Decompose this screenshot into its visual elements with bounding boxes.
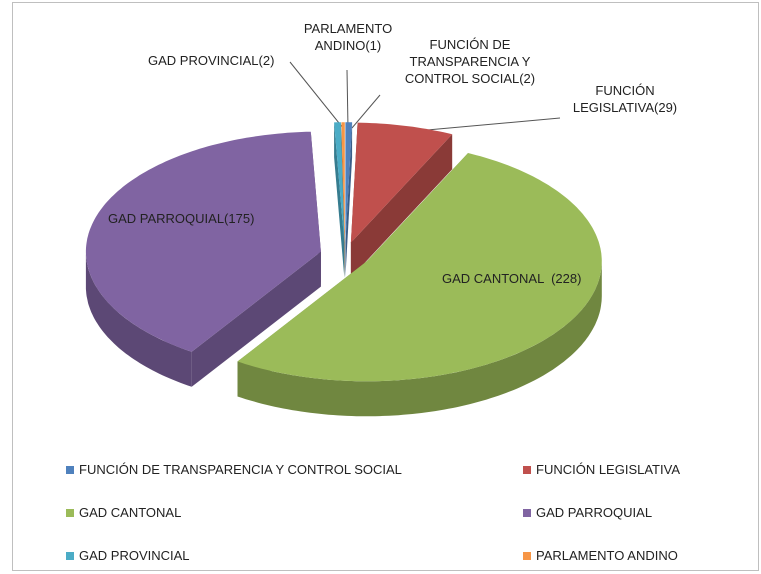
leader-lines	[289, 61, 561, 133]
data-label: FUNCIÓN LEGISLATIVA(29)	[572, 83, 678, 115]
legend-label: GAD CANTONAL	[79, 505, 182, 520]
legend-swatch	[66, 466, 74, 474]
leader-line	[404, 117, 561, 133]
pie-slice	[334, 122, 345, 278]
slice-wall	[345, 122, 353, 278]
legend-label: GAD PROVINCIAL	[79, 548, 190, 563]
data-label: PARLAMENTO ANDINO(1)	[303, 21, 396, 53]
legend-swatch	[66, 552, 74, 560]
legend-swatch	[523, 466, 531, 474]
slice-wall	[191, 251, 321, 387]
slice-top	[350, 122, 453, 243]
slice-top	[341, 122, 345, 243]
legend-label: FUNCIÓN DE TRANSPARENCIA Y CONTROL SOCIA…	[79, 462, 402, 477]
slice-wall	[350, 134, 453, 278]
slice-top	[334, 122, 345, 243]
data-label: FUNCIÓN DE TRANSPARENCIA Y CONTROL SOCIA…	[404, 37, 536, 86]
slice-top	[85, 131, 321, 352]
pie-slice	[237, 153, 602, 417]
slice-side	[85, 251, 192, 387]
slice-side	[237, 261, 602, 417]
data-label: GAD PROVINCIAL(2)	[148, 53, 275, 68]
legend-label: PARLAMENTO ANDINO	[536, 548, 678, 563]
leader-line	[289, 61, 344, 129]
leader-line	[351, 94, 381, 129]
pie-slice	[85, 131, 321, 387]
slice-top	[345, 122, 353, 243]
pie-slice	[350, 122, 453, 278]
pie-slice	[345, 122, 353, 278]
slice-top	[237, 153, 602, 382]
data-label: GAD CANTONAL (228)	[442, 271, 582, 286]
legend-swatch	[66, 509, 74, 517]
legend-label: FUNCIÓN LEGISLATIVA	[536, 462, 680, 477]
leader-line	[346, 69, 349, 129]
legend-swatch	[523, 552, 531, 560]
slice-wall	[334, 122, 345, 278]
legend-swatch	[523, 509, 531, 517]
data-label: GAD PARROQUIAL(175)	[108, 211, 255, 226]
legend-label: GAD PARROQUIAL	[536, 505, 653, 520]
